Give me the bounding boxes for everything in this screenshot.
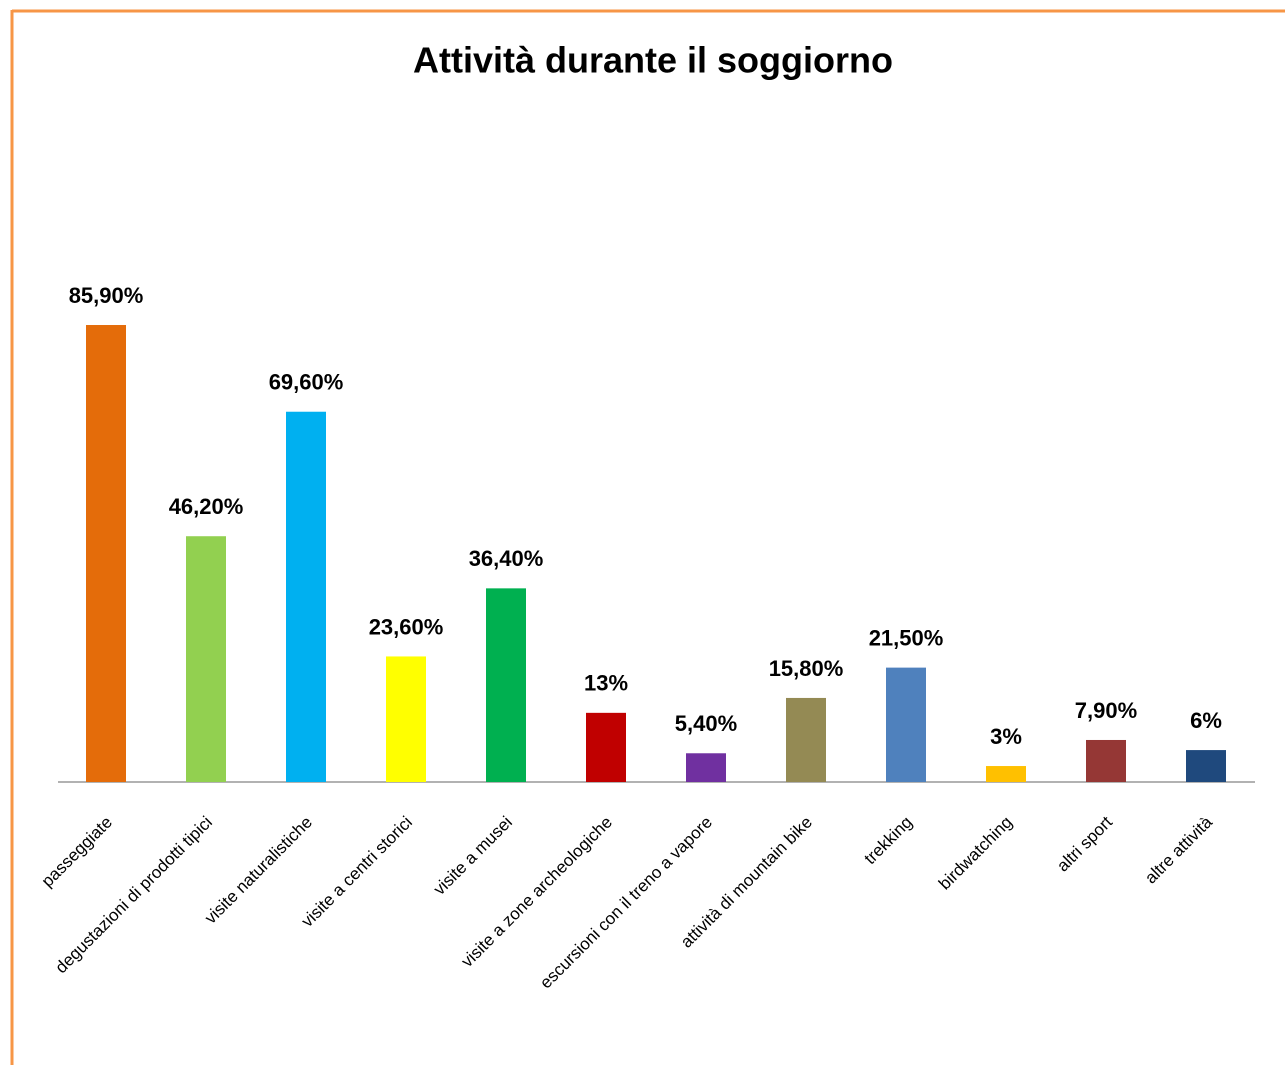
bar xyxy=(1086,739,1126,782)
bar xyxy=(986,766,1026,782)
value-label: 85,90% xyxy=(69,283,144,308)
x-tick-label: altri sport xyxy=(1053,812,1116,875)
value-label: 46,20% xyxy=(169,494,244,519)
value-label: 5,40% xyxy=(675,711,737,736)
x-tick-label: trekking xyxy=(860,813,916,869)
bar xyxy=(86,325,126,782)
bar xyxy=(186,536,226,782)
bar xyxy=(886,667,926,782)
x-tick-label: visite a musei xyxy=(430,813,516,899)
value-label: 13% xyxy=(584,671,628,696)
value-label: 21,50% xyxy=(869,625,944,650)
bar xyxy=(486,588,526,782)
x-tick-label: degustazioni di prodotti tipici xyxy=(52,813,216,977)
bar xyxy=(786,697,826,782)
x-tick-label: escursioni con il treno a vapore xyxy=(536,813,716,993)
bar xyxy=(1186,750,1226,782)
bar xyxy=(386,656,426,782)
value-label: 3% xyxy=(990,724,1022,749)
value-label: 15,80% xyxy=(769,656,844,681)
chart-title: Attività durante il soggiorno xyxy=(413,40,893,81)
x-tick-label: altre attività xyxy=(1141,812,1216,887)
x-tick-label: visite a centri storici xyxy=(298,813,416,931)
value-label: 36,40% xyxy=(469,546,544,571)
value-label: 23,60% xyxy=(369,614,444,639)
bar xyxy=(686,753,726,782)
bar xyxy=(286,411,326,782)
value-label: 6% xyxy=(1190,708,1222,733)
bar xyxy=(586,712,626,782)
value-label: 69,60% xyxy=(269,370,344,395)
x-tick-label: birdwatching xyxy=(935,813,1016,894)
x-tick-label: visite naturalistiche xyxy=(201,813,316,928)
value-label: 7,90% xyxy=(1075,698,1137,723)
x-tick-label: passeggiate xyxy=(38,813,116,891)
